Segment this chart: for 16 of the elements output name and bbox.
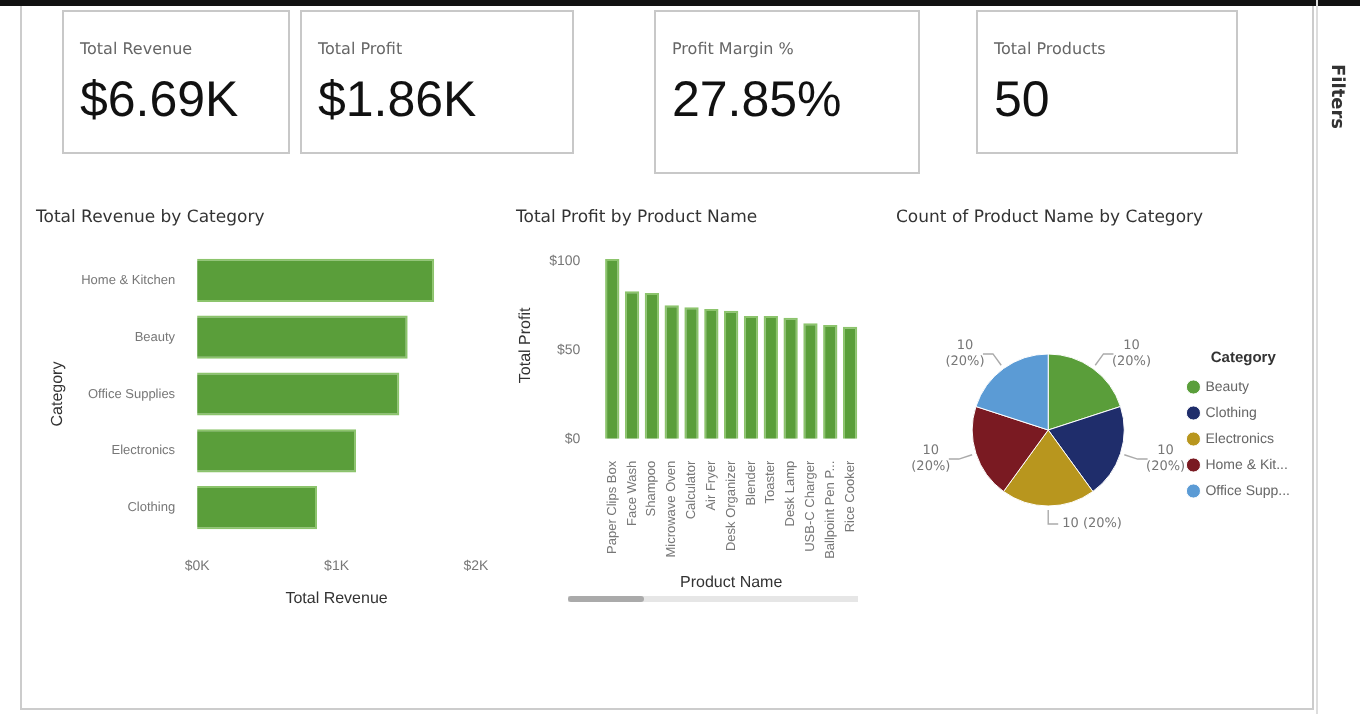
text: $6.69K — [80, 72, 239, 130]
text: Total Profit — [318, 40, 403, 58]
y-axis-title: Total Profit — [516, 306, 535, 384]
text: 50 — [994, 72, 1050, 130]
text: Total Revenue — [80, 40, 193, 58]
x-axis-title: Product Name — [680, 572, 784, 591]
y-axis-title: Category — [48, 361, 67, 427]
chart-title: Total Revenue by Category — [36, 208, 265, 228]
chart-title: Total Profit by Product Name — [516, 208, 758, 228]
text: 27.85% — [672, 72, 842, 130]
text: Filters — [1326, 64, 1346, 130]
text: Profit Margin % — [672, 40, 794, 58]
text: Total Products — [994, 40, 1106, 58]
chart-title: Count of Product Name by Category — [896, 208, 1204, 228]
text: $1.86K — [318, 72, 477, 130]
x-axis-title: Total Revenue — [285, 588, 389, 607]
